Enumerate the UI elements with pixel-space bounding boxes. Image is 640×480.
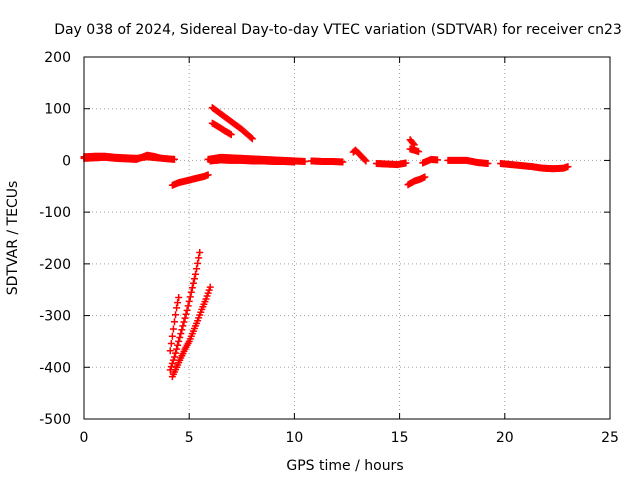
data-point-arc-c [204,171,212,179]
data-point-arc-d [192,270,200,278]
y-tick-label: 200 [44,50,71,66]
data-points [80,104,572,381]
data-point-arc-p [421,173,429,181]
data-point-arc-d [175,337,183,345]
data-point-arc-f [172,311,180,319]
x-tick-label: 20 [496,430,514,446]
data-point-arc-f [174,299,182,307]
data-point-arc-d [186,293,194,301]
data-point-arc-f [166,347,174,355]
data-point-arc-d [194,259,202,267]
data-point-arc-g [248,135,256,143]
data-point-arc-f [169,325,177,333]
data-point-arc-d [193,265,201,273]
x-tick-label: 25 [601,430,619,446]
data-point-arc-g [247,134,255,142]
data-point-arc-f [170,318,178,326]
data-point-arc-l [361,156,369,164]
data-point-arc-j [290,158,298,166]
data-point-arc-k [339,158,347,166]
data-point-arc-d [172,349,180,357]
data-point-arc-h [227,131,235,139]
data-point-arc-d [190,275,198,283]
data-point-arc-r [484,160,492,168]
y-tick-label: -500 [39,412,71,428]
data-point-arc-b [156,154,164,162]
data-point-arc-i [301,157,309,165]
axis-ticks: 0 5 10 15 20 25 -500 -400 -300 -200 -100 0 100 200 [39,50,619,446]
data-point-arc-d [180,318,188,326]
data-point-arc-d [188,284,196,292]
data-point-arc-d [178,326,186,334]
chart-title: Day 038 of 2024, Sidereal Day-to-day VTE… [54,22,622,38]
plot-frame [83,56,611,420]
data-point-arc-d [183,306,191,314]
data-point-arc-e [206,283,214,291]
grid-lines [84,57,610,419]
data-point-arc-d [181,314,189,322]
data-point-arc-f [175,293,183,301]
data-point-arc-d [179,322,187,330]
data-point-arc-d [196,248,204,256]
data-point-arc-d [168,359,176,367]
y-tick-label: -100 [39,205,71,221]
data-point-arc-s [564,163,572,171]
data-point-arc-d [176,334,184,342]
data-point-arc-l [362,157,370,165]
y-tick-label: -300 [39,309,71,325]
data-point-arc-q [433,156,441,164]
data-point-arc-d [189,279,197,287]
y-tick-label: -200 [39,257,71,273]
data-point-arc-d [174,341,182,349]
y-tick-label: -400 [39,360,71,376]
data-point-arc-d [173,345,181,353]
x-tick-label: 10 [285,430,303,446]
data-point-arc-d [195,254,203,262]
data-point-arc-f [167,339,175,347]
y-tick-label: 100 [44,102,71,118]
data-point-arc-d [182,310,190,318]
y-axis-label: SDTVAR / TECUs [5,181,21,296]
data-point-arc-f [173,304,181,312]
x-tick-label: 5 [185,430,194,446]
y-tick-label: 0 [62,153,71,169]
data-point-arc-f [168,332,176,340]
data-point-arc-d [170,353,178,361]
data-point-arc-d [169,356,177,364]
x-tick-label: 0 [80,430,89,446]
data-point-arc-n [409,140,417,148]
x-axis-label: GPS time / hours [286,458,403,474]
data-point-arc-d [184,302,192,310]
data-point-arc-d [185,297,193,305]
data-point-arc-o [415,148,423,156]
data-point-arc-d [187,288,195,296]
data-point-arc-m [402,159,410,167]
data-point-arc-a [170,155,178,163]
x-tick-label: 15 [391,430,409,446]
data-point-arc-d [177,330,185,338]
